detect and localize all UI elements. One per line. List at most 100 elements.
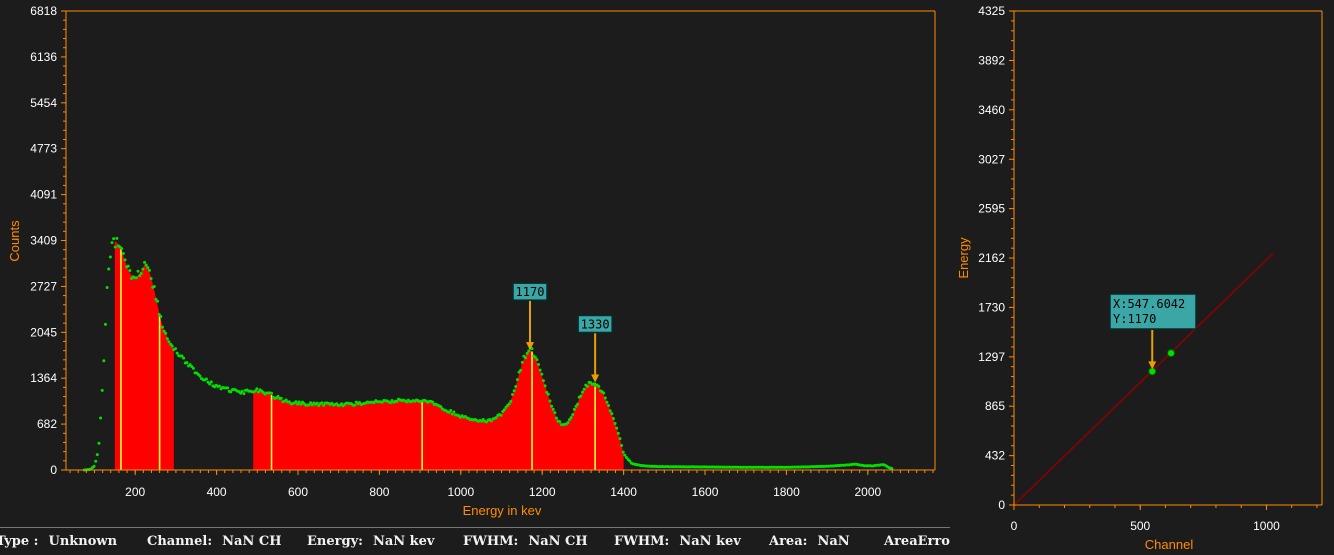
data-point (284, 398, 288, 402)
data-point (554, 416, 558, 420)
x-tick-label: 1000 (447, 485, 474, 499)
data-point (170, 344, 174, 348)
data-point (597, 384, 601, 388)
data-point (105, 286, 109, 290)
data-point (255, 387, 259, 391)
data-point (340, 402, 344, 406)
data-point (107, 267, 111, 271)
y-tick-label: 2727 (30, 279, 57, 293)
data-point (175, 351, 179, 355)
spectrum-chart[interactable]: 0 682 1364 2045 2727 3409 4091 4773 5454 6136 6818… (0, 0, 950, 527)
cal-x-tick-label: 500 (1130, 519, 1150, 533)
data-point (512, 389, 516, 393)
cal-y-tick-label: 0 (998, 498, 1005, 512)
data-point (353, 403, 357, 407)
cal-y-tick-label: 3892 (978, 53, 1005, 67)
cal-x-tick-label: 0 (1011, 519, 1018, 533)
cal-x-axis-title: Channel (1145, 537, 1194, 552)
status-fwhm-channel: FWHM: NaN CH (463, 534, 588, 549)
data-point (538, 368, 542, 372)
y-tick-label: 1364 (30, 371, 57, 385)
data-point (165, 337, 169, 341)
data-point (191, 366, 195, 370)
y-tick-label: 4773 (30, 142, 57, 156)
status-energy: Energy: NaN kev (307, 534, 435, 549)
data-point (162, 329, 166, 333)
cal-y-tick-label: 4325 (978, 4, 1005, 18)
data-point (504, 405, 508, 409)
data-point (581, 390, 585, 394)
data-point (99, 416, 103, 420)
data-point (520, 360, 524, 364)
data-point (242, 392, 246, 396)
tooltip-y-value: Y:1170 (1113, 312, 1156, 326)
data-point (494, 416, 498, 420)
data-point (257, 390, 261, 394)
status-area-error: AreaError (884, 534, 950, 549)
data-point (357, 400, 361, 404)
data-point (320, 401, 324, 405)
cal-y-tick-label: 432 (985, 449, 1005, 463)
x-tick-label: 400 (207, 485, 227, 499)
data-point (182, 356, 186, 360)
x-axis-title: Energy in kev (463, 503, 542, 518)
data-point (270, 391, 274, 395)
data-point (550, 404, 554, 408)
peak-label: 1170 (516, 285, 545, 299)
data-point (530, 347, 534, 351)
data-point (524, 356, 528, 360)
data-point (607, 403, 611, 407)
cal-y-tick-label: 3460 (978, 103, 1005, 117)
data-point (307, 403, 311, 407)
data-point (123, 258, 127, 262)
status-fwhm-energy: FWHM: NaN kev (614, 534, 741, 549)
data-point (97, 441, 101, 445)
data-point (102, 359, 106, 363)
data-point (92, 464, 96, 468)
data-point (533, 355, 537, 359)
data-point (546, 392, 550, 396)
data-point (527, 349, 531, 353)
data-point (388, 401, 392, 405)
cal-y-tick-label: 2162 (978, 251, 1005, 265)
calibration-chart[interactable]: 0 432 865 1297 1730 2162 2595 3027 3460 3892 4325 0… (950, 0, 1334, 555)
data-point (296, 402, 300, 406)
data-point (253, 389, 257, 393)
y-tick-label: 682 (37, 417, 57, 431)
data-point (611, 417, 615, 421)
data-point (605, 400, 609, 404)
data-point (309, 401, 313, 405)
data-point (94, 459, 98, 463)
data-point (239, 391, 243, 395)
data-point (515, 378, 519, 382)
data-point (126, 264, 130, 268)
data-point (439, 405, 443, 409)
cal-y-tick-label: 3027 (978, 152, 1005, 166)
data-point (120, 247, 124, 251)
data-point (602, 391, 606, 395)
data-point (113, 245, 117, 249)
data-point (572, 407, 576, 411)
data-point (279, 396, 283, 400)
cal-x-tick-label: 1000 (1253, 519, 1280, 533)
data-point (112, 237, 116, 241)
y-tick-label: 0 (50, 463, 57, 477)
data-point (185, 361, 189, 365)
data-point (209, 380, 213, 384)
data-point (543, 384, 547, 388)
status-type: Type : Unknown (0, 534, 118, 549)
peak-arrow-head (526, 342, 535, 351)
data-point (138, 274, 142, 278)
data-point (541, 379, 545, 383)
data-point (553, 411, 557, 415)
data-point (156, 299, 160, 303)
x-tick-label: 600 (288, 485, 308, 499)
tooltip-arrow-head (1148, 361, 1157, 370)
status-channel: Channel: NaN CH (147, 534, 282, 549)
data-point (287, 400, 291, 404)
data-point (511, 392, 515, 396)
data-point (229, 390, 233, 394)
x-tick-label: 1400 (610, 485, 637, 499)
data-point (240, 389, 244, 393)
data-point (514, 384, 518, 388)
